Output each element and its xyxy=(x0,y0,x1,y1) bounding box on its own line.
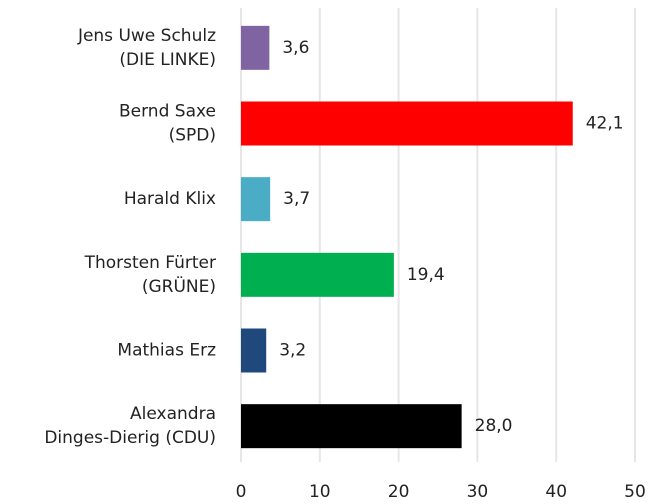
value-label: 3,7 xyxy=(283,189,310,209)
bar xyxy=(241,328,267,373)
x-tick-label: 20 xyxy=(388,482,410,502)
category-label: Jens Uwe Schulz xyxy=(77,26,216,46)
bar xyxy=(241,101,573,146)
value-label: 19,4 xyxy=(407,265,445,285)
bar xyxy=(241,25,270,70)
x-tick-label: 10 xyxy=(309,482,331,502)
category-label: (GRÜNE) xyxy=(142,275,216,297)
x-tick-label: 40 xyxy=(545,482,567,502)
bar xyxy=(241,177,271,222)
bar xyxy=(241,252,394,297)
category-label: Alexandra xyxy=(130,404,216,424)
category-label: (DIE LINKE) xyxy=(119,50,216,70)
bar xyxy=(241,404,462,449)
value-label: 28,0 xyxy=(475,416,513,436)
category-label: Thorsten Fürter xyxy=(84,253,216,273)
category-label: Dinges-Dierig (CDU) xyxy=(44,428,216,448)
x-tick-label: 50 xyxy=(624,482,646,502)
value-label: 42,1 xyxy=(586,114,624,134)
category-label: Bernd Saxe xyxy=(119,102,216,122)
x-tick-label: 0 xyxy=(236,482,247,502)
value-label: 3,2 xyxy=(279,341,306,361)
category-label: Harald Klix xyxy=(124,189,216,209)
x-tick-label: 30 xyxy=(467,482,489,502)
category-label: (SPD) xyxy=(169,126,216,146)
category-label: Mathias Erz xyxy=(117,341,216,361)
value-label: 3,6 xyxy=(282,38,309,58)
